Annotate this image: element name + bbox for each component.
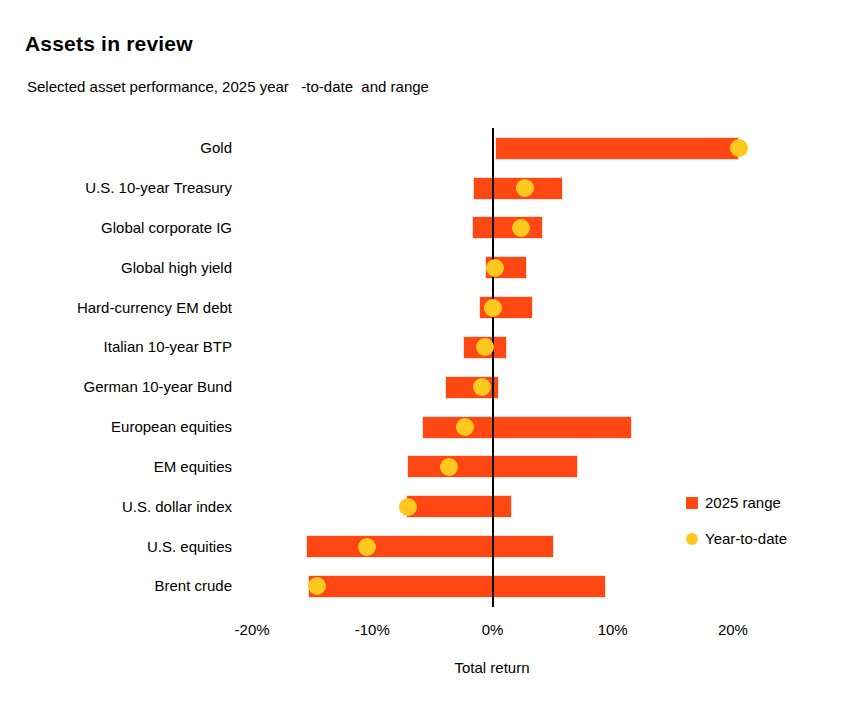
category-label: European equities	[0, 417, 232, 437]
category-label: German 10-year Bund	[0, 377, 232, 397]
ytd-dot	[516, 179, 534, 197]
range-swatch-icon	[686, 497, 698, 509]
range-bar	[307, 536, 552, 557]
zero-axis-line	[492, 128, 494, 607]
category-label: U.S. equities	[0, 537, 232, 557]
legend-label-2025-range: 2025 range	[705, 494, 781, 511]
ytd-dot	[730, 139, 748, 157]
x-tick-label: 10%	[573, 621, 653, 638]
category-label: Italian 10-year BTP	[0, 337, 232, 357]
asset-performance-chart: Assets in review Selected asset performa…	[0, 0, 859, 707]
range-bar	[473, 217, 542, 238]
ytd-dot	[456, 418, 474, 436]
range-bar	[496, 138, 738, 159]
ytd-dot	[473, 378, 491, 396]
plot-area: Gold U.S. 10-year Treasury Global corporat…	[0, 0, 859, 707]
category-label: U.S. 10-year Treasury	[0, 178, 232, 198]
category-label: Brent crude	[0, 576, 232, 596]
ytd-dot	[484, 299, 502, 317]
ytd-dot	[440, 458, 458, 476]
category-label: Global corporate IG	[0, 218, 232, 238]
x-axis-title: Total return	[412, 659, 572, 676]
legend-label-year-to-date: Year-to-date	[705, 530, 787, 547]
category-label: U.S. dollar index	[0, 497, 232, 517]
range-bar	[423, 417, 631, 438]
legend-item-year-to-date: Year-to-date	[686, 530, 787, 547]
ytd-dot	[486, 259, 504, 277]
category-label: Gold	[0, 138, 232, 158]
ytd-swatch-icon	[686, 533, 698, 545]
category-label: Global high yield	[0, 258, 232, 278]
x-tick-label: 0%	[453, 621, 533, 638]
range-bar	[309, 576, 606, 597]
category-label: EM equities	[0, 457, 232, 477]
x-tick-label: -10%	[332, 621, 412, 638]
x-tick-label: -20%	[212, 621, 292, 638]
ytd-dot	[358, 538, 376, 556]
x-tick-label: 20%	[693, 621, 773, 638]
legend-item-2025-range: 2025 range	[686, 494, 781, 511]
ytd-dot	[399, 498, 417, 516]
range-bar	[407, 496, 510, 517]
category-label: Hard-currency EM debt	[0, 298, 232, 318]
